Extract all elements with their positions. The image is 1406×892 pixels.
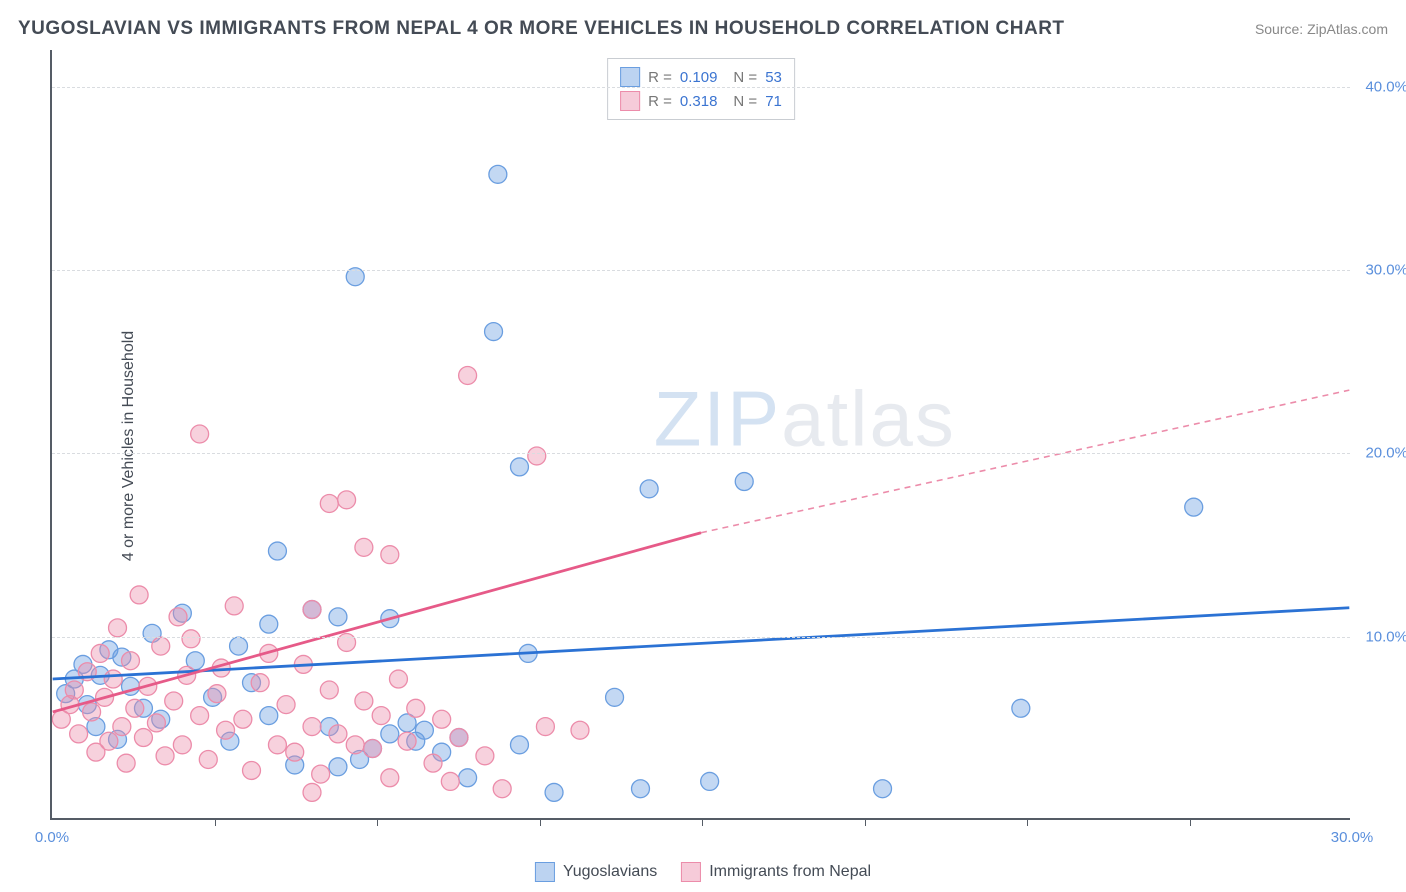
swatch-pink <box>681 862 701 882</box>
legend-item-nepal: Immigrants from Nepal <box>681 862 871 882</box>
legend-row-blue: R = 0.109 N = 53 <box>620 65 782 89</box>
legend-label-nepal: Immigrants from Nepal <box>709 863 871 881</box>
n-value-pink: 71 <box>765 93 782 110</box>
source-label: Source: ZipAtlas.com <box>1255 21 1388 37</box>
n-label: N = <box>733 93 757 110</box>
chart-title: YUGOSLAVIAN VS IMMIGRANTS FROM NEPAL 4 O… <box>18 18 1065 40</box>
series-legend: Yugoslavians Immigrants from Nepal <box>535 862 871 882</box>
swatch-pink <box>620 91 640 111</box>
y-tick-label: 10.0% <box>1365 628 1406 645</box>
swatch-blue <box>620 67 640 87</box>
correlation-legend: R = 0.109 N = 53 R = 0.318 N = 71 <box>607 58 795 120</box>
legend-item-yugoslavians: Yugoslavians <box>535 862 657 882</box>
y-tick-label: 30.0% <box>1365 262 1406 279</box>
r-value-pink: 0.318 <box>680 93 718 110</box>
n-label: N = <box>733 69 757 86</box>
legend-row-pink: R = 0.318 N = 71 <box>620 89 782 113</box>
n-value-blue: 53 <box>765 69 782 86</box>
y-tick-label: 20.0% <box>1365 445 1406 462</box>
x-tick-label: 30.0% <box>1331 829 1374 846</box>
legend-label-yugoslavians: Yugoslavians <box>563 863 657 881</box>
x-tick-label: 0.0% <box>35 829 69 846</box>
y-tick-label: 40.0% <box>1365 78 1406 95</box>
r-value-blue: 0.109 <box>680 69 718 86</box>
chart-header: YUGOSLAVIAN VS IMMIGRANTS FROM NEPAL 4 O… <box>18 18 1388 40</box>
r-label: R = <box>648 69 672 86</box>
scatter-svg <box>52 50 1350 818</box>
swatch-blue <box>535 862 555 882</box>
r-label: R = <box>648 93 672 110</box>
chart-area: ZIPatlas R = 0.109 N = 53 R = 0.318 N = … <box>50 50 1350 820</box>
plot-frame: ZIPatlas R = 0.109 N = 53 R = 0.318 N = … <box>50 50 1350 820</box>
